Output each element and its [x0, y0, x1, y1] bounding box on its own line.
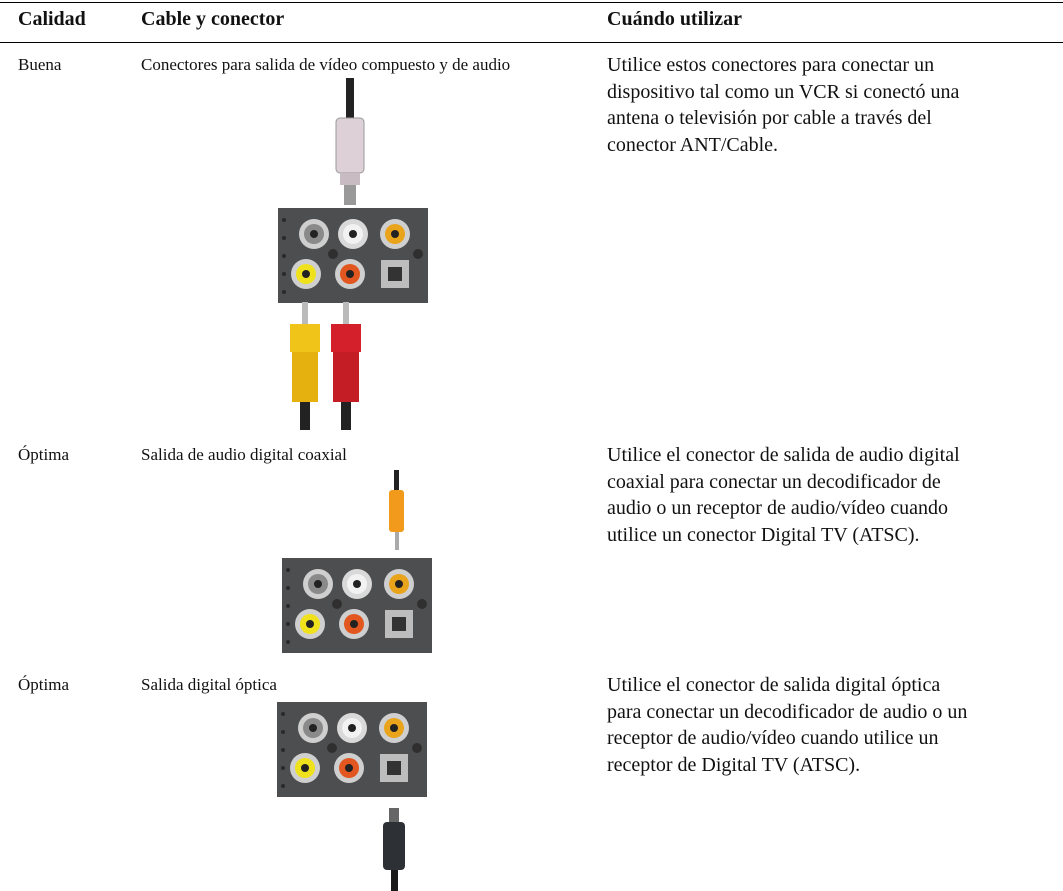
cable-cell: Salida de audio digital coaxial	[141, 445, 347, 464]
usage-line: Utilice el conector de salida de audio d…	[607, 444, 960, 466]
usage-line: receptor de Digital TV (ATSC).	[607, 753, 861, 776]
usage-line: receptor de audio/vídeo cuando utilice u…	[607, 727, 939, 749]
header-cell: Calidad	[18, 8, 86, 30]
usage-line: antena o televisión por cable a través d…	[607, 107, 932, 129]
header-cell: Cable y conector	[141, 8, 285, 30]
usage-line: para conectar un decodificador de audio …	[607, 700, 968, 723]
top-rule	[0, 2, 1063, 3]
header-rule	[0, 42, 1063, 43]
quality-cell: Óptima	[18, 675, 69, 694]
connector-panel	[282, 558, 432, 653]
usage-cell: Utilice estos conectores para conectar u…	[607, 52, 959, 158]
orange-plug	[389, 470, 404, 550]
usage-line: Utilice estos conectores para conectar u…	[607, 54, 935, 76]
cable-cell: Salida digital óptica	[141, 675, 277, 694]
white-plug	[335, 78, 365, 205]
usage-line: utilice un conector Digital TV (ATSC).	[607, 523, 920, 546]
quality-cell: Óptima	[18, 445, 69, 464]
usage-line: audio o un receptor de audio/vídeo cuand…	[607, 497, 948, 519]
header-cell: Cuándo utilizar	[607, 8, 743, 30]
usage-line: dispositivo tal como un VCR si conectó u…	[607, 80, 960, 103]
quality-cell: Buena	[18, 55, 62, 74]
usage-line: coaxial para conectar un decodificador d…	[607, 470, 941, 493]
usage-cell: Utilice el conector de salida de audio d…	[607, 442, 960, 548]
optical-plug	[383, 808, 405, 891]
connector-panel	[278, 208, 428, 303]
usage-line: conector ANT/Cable.	[607, 133, 779, 156]
usage-cell: Utilice el conector de salida digital óp…	[607, 672, 967, 778]
yellow-red-plugs	[290, 302, 361, 430]
cable-cell: Conectores para salida de vídeo compuest…	[141, 55, 511, 74]
connector-panel	[277, 702, 427, 797]
usage-line: Utilice el conector de salida digital óp…	[607, 674, 941, 696]
